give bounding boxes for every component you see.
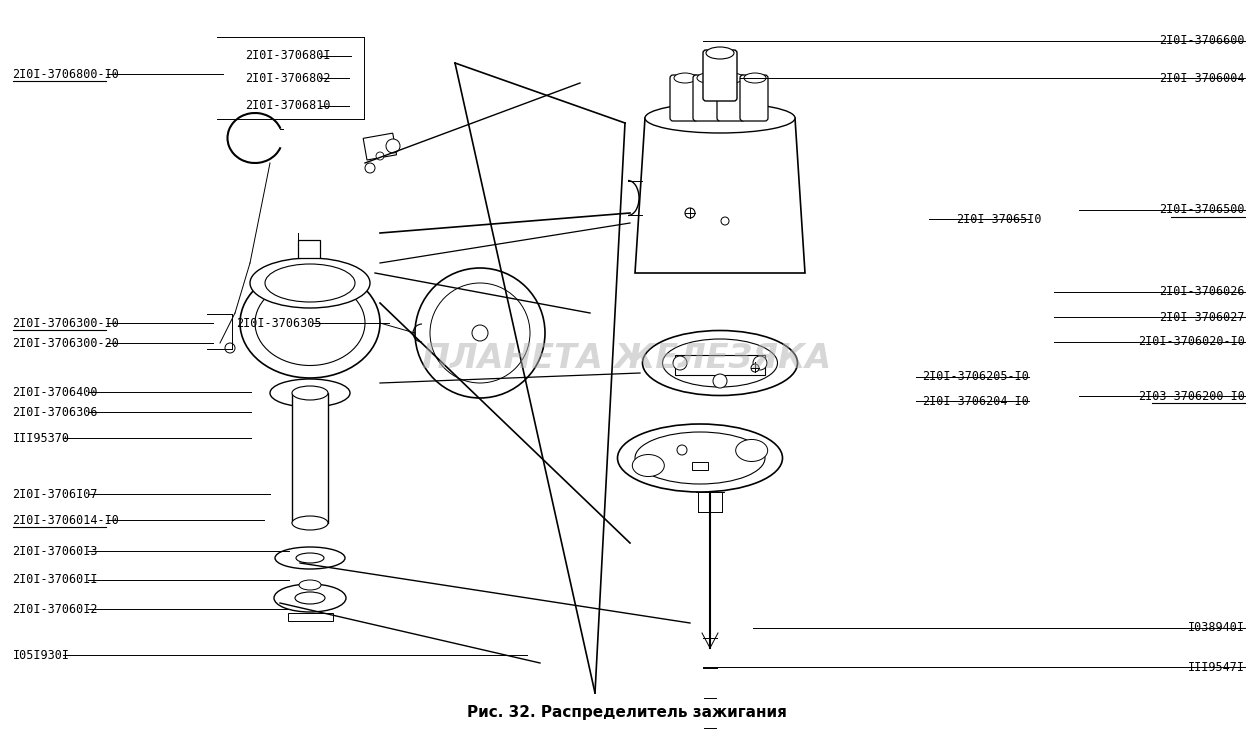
Ellipse shape	[299, 580, 321, 590]
Bar	[292, 393, 328, 523]
FancyBboxPatch shape	[693, 75, 722, 121]
Text: 2I0I-3706810: 2I0I-3706810	[245, 99, 330, 112]
Text: I038940I: I038940I	[1188, 621, 1245, 635]
Text: 2I0I-3706300-20: 2I0I-3706300-20	[13, 337, 119, 350]
Bar	[692, 462, 708, 470]
Text: 2I0I-3706600: 2I0I-3706600	[1160, 34, 1245, 48]
Circle shape	[753, 356, 767, 370]
Text: 2I0I-3706205-I0: 2I0I-3706205-I0	[922, 370, 1029, 383]
Ellipse shape	[250, 258, 370, 308]
Text: 2I0I-37060I3: 2I0I-37060I3	[13, 545, 98, 558]
Ellipse shape	[663, 339, 778, 387]
FancyBboxPatch shape	[717, 75, 745, 121]
Text: ПЛАНЕТА ЖЕЛЕЗЯКА: ПЛАНЕТА ЖЕЛЕЗЯКА	[423, 342, 832, 374]
Polygon shape	[635, 118, 804, 273]
Text: III95370: III95370	[13, 432, 69, 445]
Text: 2I0I-3706026: 2I0I-3706026	[1160, 285, 1245, 299]
Circle shape	[722, 217, 729, 225]
FancyBboxPatch shape	[670, 75, 698, 121]
Text: 2I03-3706200-I0: 2I03-3706200-I0	[1138, 389, 1245, 403]
Text: 2I0I-3706500: 2I0I-3706500	[1160, 203, 1245, 216]
Ellipse shape	[275, 547, 345, 569]
Ellipse shape	[635, 432, 766, 484]
Ellipse shape	[645, 103, 794, 133]
Circle shape	[365, 163, 375, 173]
Text: 2I0I-3706300-I0: 2I0I-3706300-I0	[13, 317, 119, 330]
Circle shape	[472, 325, 488, 341]
Ellipse shape	[643, 331, 797, 395]
Text: 2I0I-3706306: 2I0I-3706306	[13, 406, 98, 419]
Text: Рис. 32. Распределитель зажигания: Рис. 32. Распределитель зажигания	[467, 706, 787, 721]
Text: III9547I: III9547I	[1188, 661, 1245, 674]
Text: 2I0I-3706014-I0: 2I0I-3706014-I0	[13, 513, 119, 527]
Ellipse shape	[265, 264, 355, 302]
Ellipse shape	[633, 455, 664, 476]
Ellipse shape	[240, 268, 380, 378]
Ellipse shape	[674, 73, 697, 83]
Bar	[675, 355, 766, 375]
Text: I05I930I: I05I930I	[13, 649, 69, 662]
Ellipse shape	[270, 379, 350, 407]
Bar	[363, 133, 397, 160]
Ellipse shape	[296, 553, 324, 563]
Bar	[287, 613, 333, 621]
Circle shape	[750, 364, 759, 372]
Text: 2I0I-3706I07: 2I0I-3706I07	[13, 487, 98, 501]
Ellipse shape	[697, 73, 719, 83]
Circle shape	[676, 445, 686, 455]
Ellipse shape	[617, 424, 783, 492]
Circle shape	[673, 356, 686, 370]
Ellipse shape	[292, 516, 328, 530]
Text: 2I0I-37060I2: 2I0I-37060I2	[13, 603, 98, 616]
Circle shape	[376, 152, 384, 160]
Ellipse shape	[295, 592, 325, 604]
Text: 2I0I-3706305: 2I0I-3706305	[236, 317, 321, 330]
Text: 2I0I-3706027: 2I0I-3706027	[1160, 311, 1245, 324]
Text: 2I0I-37065I0: 2I0I-37065I0	[956, 212, 1042, 226]
Text: 2I0I-3706400: 2I0I-3706400	[13, 386, 98, 399]
Text: 2I0I-3706204-I0: 2I0I-3706204-I0	[922, 395, 1029, 408]
Circle shape	[713, 374, 727, 388]
Circle shape	[387, 139, 400, 153]
Text: 2I0I-37060II: 2I0I-37060II	[13, 573, 98, 586]
Ellipse shape	[292, 386, 328, 400]
Text: 2I0I-3706802: 2I0I-3706802	[245, 71, 330, 85]
Ellipse shape	[707, 47, 734, 59]
Ellipse shape	[735, 439, 768, 461]
Circle shape	[415, 268, 545, 398]
Circle shape	[430, 283, 530, 383]
Text: 2I0I-3706800-I0: 2I0I-3706800-I0	[13, 68, 119, 81]
Circle shape	[225, 343, 235, 353]
Ellipse shape	[255, 281, 365, 366]
Text: 2I0I-370680I: 2I0I-370680I	[245, 49, 330, 62]
Text: 2I0I-3706004: 2I0I-3706004	[1160, 71, 1245, 85]
FancyBboxPatch shape	[703, 50, 737, 101]
Text: 2I0I-3706020-I0: 2I0I-3706020-I0	[1138, 335, 1245, 348]
Ellipse shape	[722, 73, 743, 83]
FancyBboxPatch shape	[740, 75, 768, 121]
Ellipse shape	[274, 584, 346, 612]
Ellipse shape	[744, 73, 766, 83]
FancyBboxPatch shape	[297, 240, 320, 258]
Circle shape	[685, 208, 695, 218]
